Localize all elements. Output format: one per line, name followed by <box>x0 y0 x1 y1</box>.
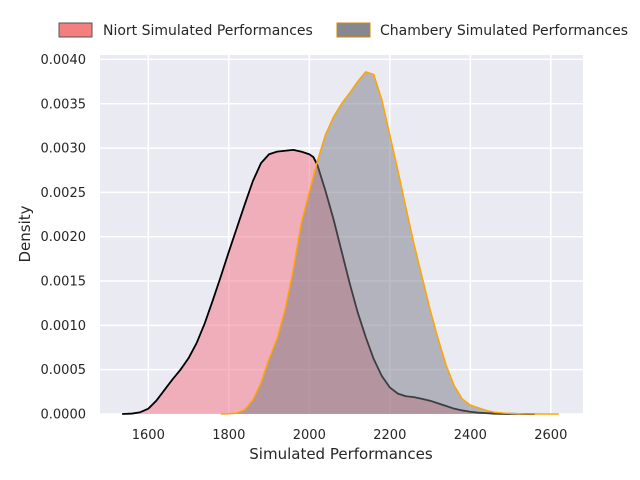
x-axis-title: Simulated Performances <box>249 445 433 463</box>
y-tick-label: 0.0035 <box>41 97 87 112</box>
legend-entry-chambery: Chambery Simulated Performances <box>336 22 628 39</box>
x-tick-label: 2400 <box>454 428 487 443</box>
legend-label-chambery: Chambery Simulated Performances <box>380 23 628 39</box>
density-areas <box>122 71 559 415</box>
legend-swatch-niort <box>58 22 93 38</box>
y-tick-label: 0.0000 <box>41 408 87 423</box>
x-tick-label: 2000 <box>293 428 326 443</box>
x-tick-label: 2200 <box>373 428 406 443</box>
density-area-chambery <box>220 71 559 414</box>
y-tick-label: 0.0040 <box>41 53 87 68</box>
x-tick-label: 1800 <box>212 428 245 443</box>
legend: Niort Simulated Performances Chambery Si… <box>58 22 628 39</box>
y-tick-label: 0.0015 <box>41 275 87 290</box>
legend-label-niort: Niort Simulated Performances <box>103 23 313 39</box>
x-tick-label: 2600 <box>534 428 567 443</box>
legend-swatch-chambery <box>336 22 371 38</box>
y-tick-label: 0.0020 <box>41 230 87 245</box>
x-tick-label: 1600 <box>132 428 165 443</box>
y-tick-label: 0.0005 <box>41 363 87 378</box>
density-line-chambery <box>220 71 559 415</box>
y-tick-label: 0.0025 <box>41 186 87 201</box>
y-tick-label: 0.0030 <box>41 142 87 157</box>
legend-entry-niort: Niort Simulated Performances <box>58 22 313 39</box>
x-tick-labels: 1600 1800 2000 2200 2400 2600 <box>132 428 568 443</box>
y-tick-labels: 0.0000 0.0005 0.0010 0.0015 0.0020 0.0025 0.00… <box>41 53 87 423</box>
y-tick-label: 0.0010 <box>41 319 87 334</box>
y-axis-title: Density <box>16 205 34 262</box>
